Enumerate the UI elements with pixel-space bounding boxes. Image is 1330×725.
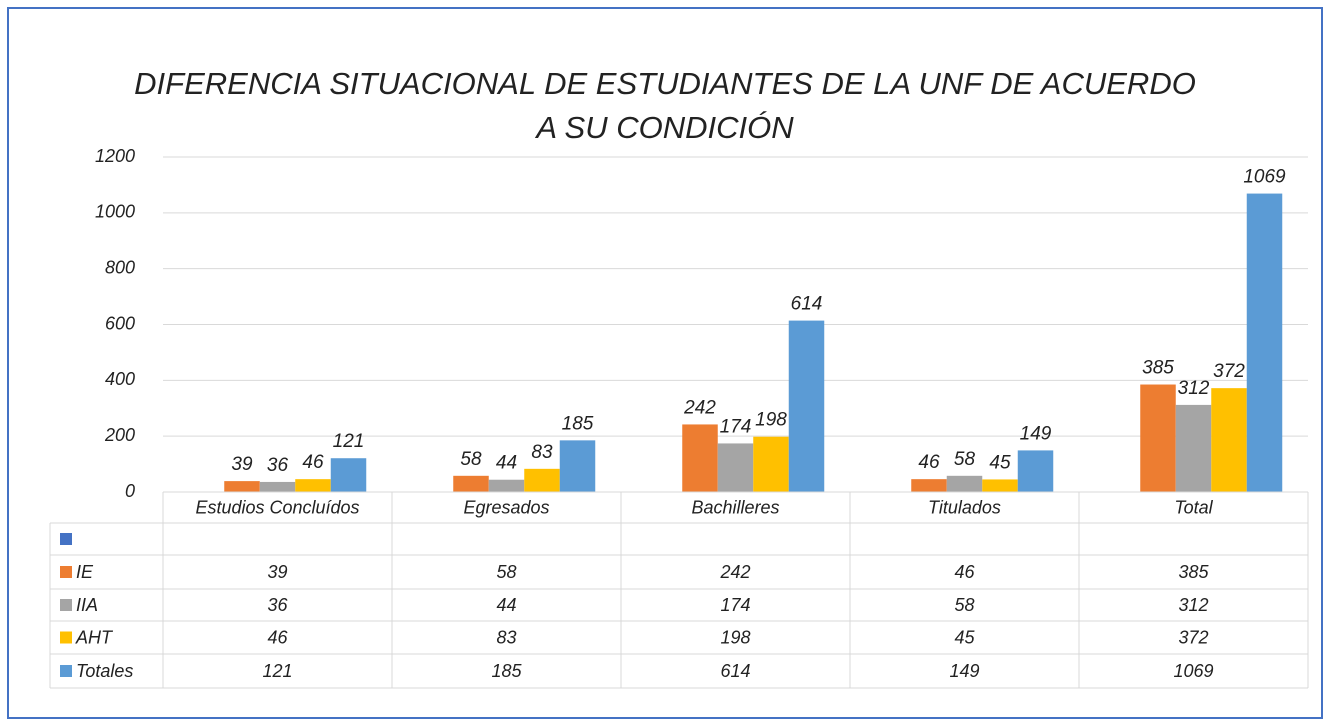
y-tick-label: 1000 — [95, 202, 135, 222]
y-tick-label: 1200 — [95, 146, 135, 166]
table-cell: 385 — [1178, 562, 1209, 582]
bar — [488, 479, 525, 492]
table-cell: 46 — [954, 562, 975, 582]
table-cell: 36 — [267, 595, 288, 615]
bar — [717, 443, 754, 492]
data-label: 46 — [918, 452, 940, 473]
data-label: 372 — [1213, 361, 1245, 382]
table-cell: 45 — [954, 627, 975, 647]
bar — [559, 440, 596, 492]
legend-label: IE — [76, 562, 94, 582]
data-label: 185 — [562, 413, 594, 434]
data-label: 149 — [1020, 423, 1052, 444]
legend-marker — [60, 665, 72, 677]
data-label: 46 — [302, 452, 324, 473]
bar — [1246, 193, 1283, 492]
bar — [1017, 450, 1054, 492]
bar — [453, 475, 489, 492]
chart-title: DIFERENCIA SITUACIONAL DE ESTUDIANTES DE… — [134, 66, 1196, 101]
table-cell: 58 — [954, 595, 974, 615]
data-label: 83 — [531, 442, 553, 463]
table-cell: 58 — [496, 562, 516, 582]
table-cell: 312 — [1178, 595, 1208, 615]
table-cell: 198 — [720, 627, 750, 647]
bar — [1175, 404, 1212, 492]
legend-marker — [60, 533, 72, 545]
data-label: 312 — [1178, 378, 1210, 399]
data-label: 174 — [720, 416, 752, 437]
bar — [753, 436, 789, 492]
data-label: 385 — [1142, 358, 1174, 379]
table-cell: 44 — [496, 595, 516, 615]
bar — [911, 479, 947, 492]
chart-subtitle: A SU CONDICIÓN — [534, 110, 794, 145]
legend-marker — [60, 599, 72, 611]
data-label: 39 — [231, 454, 253, 475]
bar — [788, 320, 825, 492]
y-tick-label: 200 — [104, 425, 135, 445]
bar — [295, 479, 331, 492]
table-cell: 1069 — [1173, 661, 1213, 681]
x-tick-label: Total — [1174, 497, 1213, 517]
table-cell: 39 — [267, 562, 287, 582]
bar — [1211, 388, 1247, 492]
x-tick-label: Bachilleres — [691, 497, 779, 517]
data-label: 614 — [791, 294, 823, 315]
bar — [330, 458, 367, 492]
x-tick-label: Titulados — [928, 497, 1001, 517]
data-label: 58 — [460, 449, 482, 470]
data-label: 36 — [267, 455, 289, 476]
table-cell: 149 — [949, 661, 979, 681]
data-label: 198 — [755, 410, 787, 431]
data-label: 45 — [989, 452, 1011, 473]
legend-label: AHT — [75, 627, 114, 647]
data-label: 121 — [333, 431, 365, 452]
legend-marker — [60, 566, 72, 578]
table-cell: 121 — [262, 661, 292, 681]
y-tick-label: 0 — [125, 481, 135, 501]
bar — [524, 468, 560, 492]
bar — [682, 424, 718, 492]
legend-label: Totales — [76, 661, 133, 681]
legend-label: IIA — [76, 595, 98, 615]
table-cell: 174 — [720, 595, 750, 615]
y-tick-label: 800 — [105, 257, 135, 277]
table-cell: 372 — [1178, 627, 1208, 647]
bar — [946, 475, 983, 492]
bar — [982, 479, 1018, 492]
x-tick-label: Egresados — [463, 497, 549, 517]
data-label: 1069 — [1243, 167, 1286, 188]
table-cell: 614 — [720, 661, 750, 681]
y-tick-label: 400 — [105, 369, 135, 389]
bar — [1140, 384, 1176, 492]
bar — [224, 481, 260, 492]
table-cell: 83 — [496, 627, 516, 647]
data-label: 242 — [683, 397, 716, 418]
bar — [259, 481, 296, 492]
chart-frame — [7, 7, 1323, 719]
legend-marker — [60, 631, 72, 644]
table-cell: 46 — [267, 627, 288, 647]
table-cell: 185 — [491, 661, 522, 681]
table-cell: 242 — [719, 562, 750, 582]
y-tick-label: 600 — [105, 313, 135, 333]
data-label: 44 — [496, 453, 517, 474]
data-label: 58 — [954, 449, 976, 470]
x-tick-label: Estudios Concluídos — [195, 497, 359, 517]
